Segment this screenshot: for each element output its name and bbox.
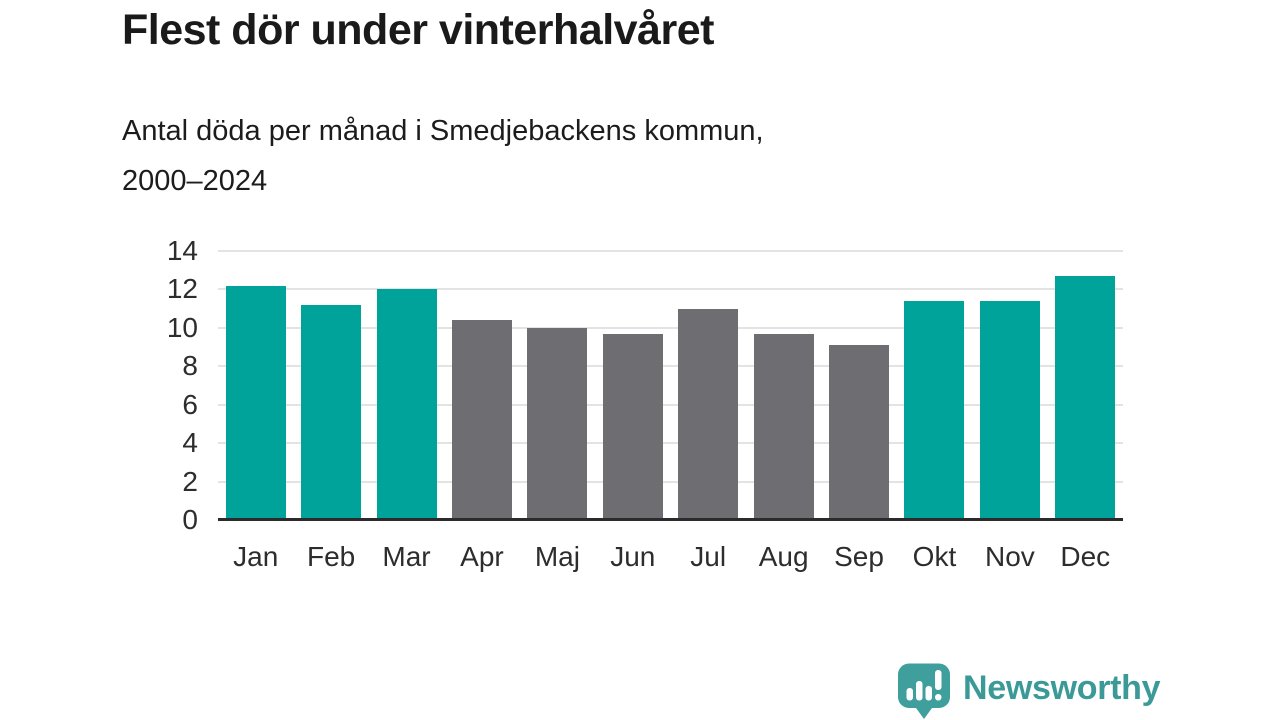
y-axis-tick-label-10: 10 <box>166 311 198 343</box>
y-axis-tick-label-0: 0 <box>182 504 198 535</box>
x-axis-tick-label-aug: Aug <box>758 541 809 572</box>
gridline-10 <box>218 326 1123 329</box>
gridline-6 <box>218 403 1123 406</box>
bar-aug <box>753 333 814 520</box>
gridline-12 <box>218 288 1123 291</box>
gridline-14 <box>218 250 1123 252</box>
x-axis-tick-label-okt: Okt <box>912 541 957 572</box>
x-axis-tick-label-mar: Mar <box>382 541 431 572</box>
x-axis-labels: Jan Feb Mar Apr Maj Jun Jul Aug Sep Okt Nov Dec <box>218 541 1123 581</box>
x-axis-tick-label-nov: Nov <box>984 541 1035 572</box>
y-axis-labels: 0 2 4 6 8 10 12 14 <box>118 237 198 534</box>
y-axis-tick-label-12: 12 <box>166 273 198 305</box>
y-axis-tick-label-4: 4 <box>182 427 198 459</box>
x-axis-line <box>218 518 1123 521</box>
x-axis-tick-label-jul: Jul <box>690 541 727 572</box>
x-axis-tick-label-dec: Dec <box>1060 541 1111 572</box>
x-axis-tick-label-jan: Jan <box>233 541 279 572</box>
chart-title: Flest dör under vinterhalvåret <box>122 6 714 54</box>
y-axis-tick-label-8: 8 <box>182 350 198 382</box>
bar-nov <box>979 300 1040 520</box>
bar-jun <box>602 333 663 520</box>
bar-apr <box>451 320 512 520</box>
bar-jul <box>678 308 739 520</box>
y-axis-tick-label-14: 14 <box>166 235 198 266</box>
chart-subtitle-line2: 2000–2024 <box>122 165 268 197</box>
bar-chart-speech-bubble-icon <box>898 663 950 719</box>
chart-subtitle: Antal döda per månad i Smedjebackens kom… <box>122 106 764 206</box>
bar-okt <box>904 300 965 520</box>
bar-feb <box>301 304 362 520</box>
y-axis-tick-label-6: 6 <box>182 388 198 420</box>
bar-dec <box>1055 275 1116 520</box>
newsworthy-logo-text: Newsworthy <box>963 669 1161 707</box>
newsworthy-logo: Newsworthy <box>896 662 1161 720</box>
x-axis-tick-label-jun: Jun <box>610 541 656 572</box>
y-axis-tick-label-2: 2 <box>182 465 198 497</box>
x-axis-tick-label-maj: Maj <box>534 541 580 572</box>
gridline-2 <box>218 480 1123 483</box>
gridline-8 <box>218 365 1123 368</box>
bar-chart-plot <box>218 250 1123 521</box>
x-axis-tick-label-sep: Sep <box>834 541 884 572</box>
x-axis-tick-label-apr: Apr <box>460 541 504 572</box>
bar-sep <box>829 345 890 520</box>
gridline-4 <box>218 442 1123 445</box>
chart-subtitle-line1: Antal döda per månad i Smedjebackens kom… <box>122 115 764 147</box>
x-axis-tick-label-feb: Feb <box>307 541 356 572</box>
bar-jan <box>225 285 286 520</box>
bar-maj <box>527 327 588 520</box>
bar-mar <box>376 289 437 520</box>
